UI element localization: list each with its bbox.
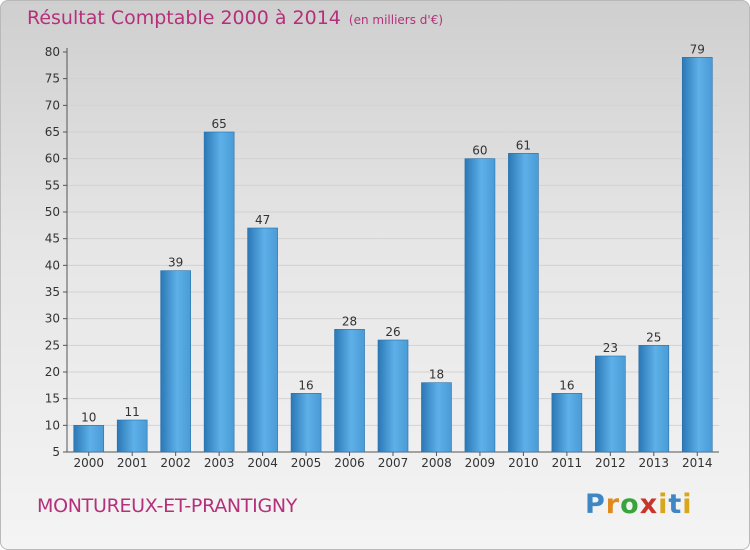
chart-unit-note: (en milliers d'€) — [348, 13, 444, 27]
data-label: 65 — [211, 117, 226, 131]
y-tick-label: 5 — [52, 445, 60, 459]
chart-title: Résultat Comptable 2000 à 2014 (en millie… — [27, 7, 443, 29]
data-label: 28 — [342, 314, 357, 328]
y-tick-label: 55 — [45, 178, 60, 192]
bar — [377, 339, 409, 453]
data-label: 39 — [168, 256, 183, 270]
x-tick-label: 2007 — [378, 456, 409, 470]
commune-name: MONTUREUX-ET-PRANTIGNY — [37, 495, 298, 517]
y-tick-label: 45 — [45, 232, 60, 246]
bar — [595, 355, 626, 453]
y-tick-label: 65 — [45, 125, 60, 139]
bar — [290, 393, 322, 453]
x-tick-label: 2008 — [421, 456, 452, 470]
data-label: 16 — [298, 378, 313, 392]
data-label: 25 — [646, 330, 661, 344]
bars — [73, 57, 713, 453]
x-tick-label: 2013 — [639, 456, 670, 470]
data-label: 18 — [429, 368, 444, 382]
data-label: 11 — [125, 405, 140, 419]
x-tick-label: 2009 — [465, 456, 496, 470]
data-label: 23 — [603, 341, 618, 355]
y-tick-label: 40 — [45, 258, 60, 272]
y-tick-label: 10 — [45, 418, 60, 432]
bar — [464, 158, 496, 453]
x-tick-label: 2012 — [595, 456, 626, 470]
y-tick-label: 80 — [45, 45, 60, 59]
axes: 5 10 15 20 25 30 35 40 45 50 55 60 65 70 75 80 2000 2001 2… — [45, 45, 719, 470]
bar — [551, 393, 583, 453]
y-tick-label: 50 — [45, 205, 60, 219]
x-tick-label: 2006 — [334, 456, 365, 470]
y-tick-label: 35 — [45, 285, 60, 299]
x-tick-label: 2010 — [508, 456, 539, 470]
x-tick-label: 2014 — [682, 456, 713, 470]
x-tick-label: 2005 — [291, 456, 322, 470]
data-label: 10 — [81, 410, 96, 424]
data-label: 16 — [559, 378, 574, 392]
bar — [638, 345, 670, 453]
bar — [681, 57, 713, 453]
y-tick-label: 15 — [45, 392, 60, 406]
bar — [334, 329, 365, 453]
y-tick-label: 25 — [45, 338, 60, 352]
y-tick-label: 30 — [45, 312, 60, 326]
data-label: 47 — [255, 213, 270, 227]
x-tick-label: 2002 — [160, 456, 191, 470]
y-tick-label: 75 — [45, 72, 60, 86]
bar — [203, 131, 235, 453]
proxiti-logo: Proxiti — [585, 489, 693, 520]
data-label: 26 — [385, 325, 400, 339]
y-tick-label: 60 — [45, 152, 60, 166]
x-tick-label: 2003 — [204, 456, 235, 470]
bar — [116, 419, 148, 453]
data-label: 61 — [516, 138, 531, 152]
data-labels: 10 11 39 65 47 16 28 26 18 60 61 16 23 25 79 — [81, 42, 705, 424]
data-label: 60 — [472, 144, 487, 158]
x-tick-label: 2004 — [247, 456, 278, 470]
bar — [160, 270, 191, 453]
y-tick-label: 70 — [45, 98, 60, 112]
x-tick-label: 2000 — [73, 456, 104, 470]
bar — [508, 153, 539, 453]
bar — [421, 382, 452, 453]
bar — [247, 227, 278, 453]
x-tick-label: 2011 — [552, 456, 583, 470]
bar — [73, 425, 105, 453]
chart-title-text: Résultat Comptable 2000 à 2014 — [27, 7, 341, 29]
data-label: 79 — [690, 42, 705, 56]
x-tick-label: 2001 — [117, 456, 148, 470]
y-tick-label: 20 — [45, 365, 60, 379]
